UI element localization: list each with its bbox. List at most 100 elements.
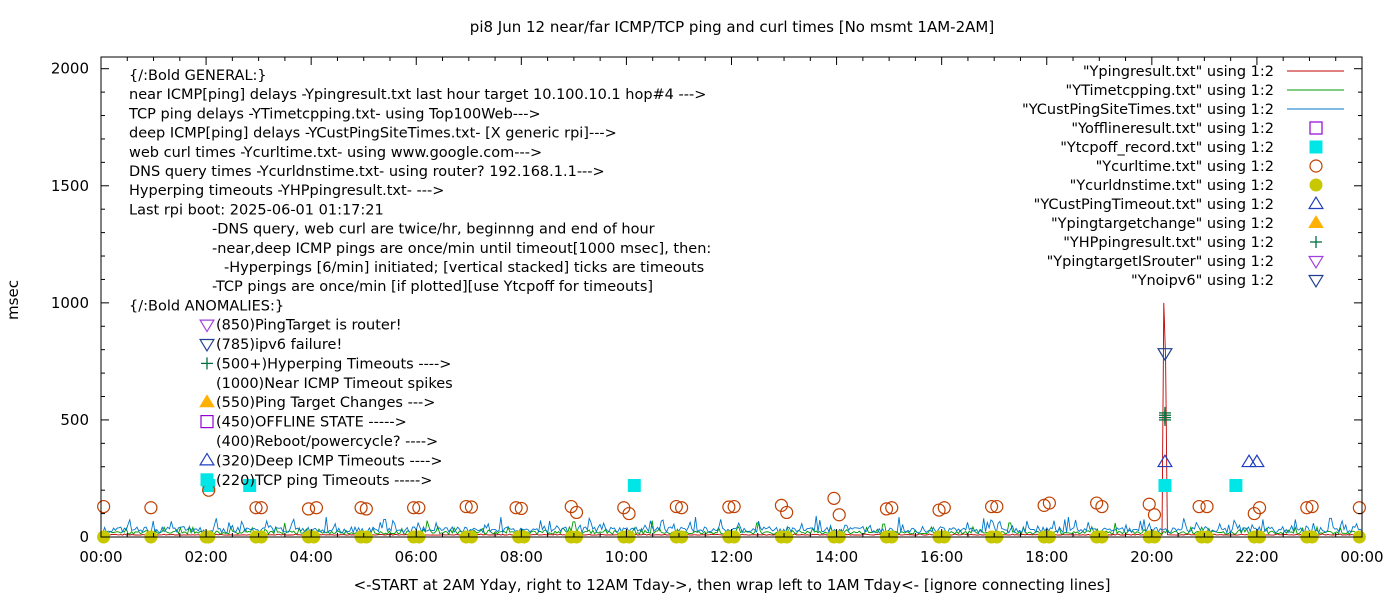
anomaly-marker bbox=[200, 473, 214, 487]
anomaly-entry: (500+)Hyperping Timeouts ----> bbox=[201, 356, 451, 372]
series-5-point-42 bbox=[1252, 501, 1267, 515]
x-tick-label: 14:00 bbox=[815, 548, 858, 566]
legend-marker bbox=[1308, 195, 1324, 210]
note-line: TCP ping delays -YTimetcpping.txt- using… bbox=[128, 106, 541, 122]
x-tick-label: 22:00 bbox=[1235, 548, 1278, 566]
legend-entry: "Ytcpoff_record.txt" using 1:2 bbox=[1060, 140, 1323, 156]
series-11 bbox=[1157, 348, 1173, 362]
series-5-point-0 bbox=[97, 499, 111, 514]
x-tick-label: 06:00 bbox=[395, 548, 438, 566]
note-line: -Hyperpings [6/min] initiated; [vertical… bbox=[224, 260, 704, 276]
legend-marker bbox=[1309, 159, 1323, 173]
y-tick-label: 0 bbox=[79, 528, 89, 546]
series-7-point-0 bbox=[1157, 454, 1173, 468]
series-4-point-3 bbox=[1158, 478, 1172, 492]
series-5-point-18 bbox=[622, 506, 636, 521]
y-tick-label: 2000 bbox=[51, 60, 89, 78]
x-tick-label: 00:00 bbox=[79, 548, 122, 566]
legend-entry: "YCustPingTimeout.txt" using 1:2 bbox=[1034, 195, 1324, 213]
notes-layer: {/:Bold GENERAL:} near ICMP[ping] delays … bbox=[128, 68, 711, 489]
series-5-point-14 bbox=[514, 501, 528, 516]
legend-entry: "YTimetcpping.txt" using 1:2 bbox=[1066, 83, 1344, 99]
note-line: {/:Bold ANOMALIES:} bbox=[129, 298, 284, 314]
anomaly-marker bbox=[199, 319, 215, 333]
anomaly-entry: (550)Ping Target Changes ---> bbox=[199, 394, 435, 411]
x-tick-label: 12:00 bbox=[710, 548, 753, 566]
series-5-point-45 bbox=[1352, 501, 1366, 515]
series-11-point-0 bbox=[1157, 348, 1173, 362]
series-4-point-2 bbox=[627, 478, 641, 492]
legend: "Ypingresult.txt" using 1:2 "YTimetcpping… bbox=[1022, 64, 1344, 289]
series-9-point-3 bbox=[1158, 406, 1171, 419]
note-line: deep ICMP[ping] delays -YCustPingSiteTim… bbox=[129, 126, 617, 142]
legend-label: "Ytcpoff_record.txt" using 1:2 bbox=[1060, 140, 1274, 156]
x-tick-label: 16:00 bbox=[920, 548, 963, 566]
series-5-point-31 bbox=[984, 499, 999, 514]
legend-entry: "Yofflineresult.txt" using 1:2 bbox=[1071, 121, 1323, 137]
x-tick-label: 20:00 bbox=[1130, 548, 1173, 566]
legend-label: "Ycurldnstime.txt" using 1:2 bbox=[1070, 178, 1274, 194]
series-5-point-32 bbox=[990, 499, 1004, 514]
legend-label: "Yofflineresult.txt" using 1:2 bbox=[1071, 121, 1274, 137]
anomaly-text: (400)Reboot/powercycle? ----> bbox=[216, 434, 438, 450]
legend-entry: "Ypingtargetchange" using 1:2 bbox=[1051, 215, 1324, 232]
anomaly-entry: (450)OFFLINE STATE -----> bbox=[200, 415, 407, 431]
series-5-point-5 bbox=[301, 502, 316, 516]
anomaly-entry: (320)Deep ICMP Timeouts ----> bbox=[199, 452, 443, 469]
series-5-point-28 bbox=[885, 501, 899, 515]
series-5-point-12 bbox=[464, 500, 479, 514]
anomaly-entry: (220)TCP ping Timeouts -----> bbox=[200, 473, 432, 489]
series-5-point-27 bbox=[879, 502, 894, 516]
anomaly-marker bbox=[200, 415, 214, 429]
legend-entry: "Ycurldnstime.txt" using 1:2 bbox=[1070, 178, 1323, 194]
series-5-point-37 bbox=[1142, 497, 1156, 511]
legend-label: "Ypingtargetchange" using 1:2 bbox=[1051, 216, 1274, 232]
axes-layer: 0 500 1000 1500 2000 00:00 02:00 04:00 06:00 08:0… bbox=[51, 56, 1384, 566]
series-5-point-6 bbox=[309, 501, 324, 515]
x-axis-label: <-START at 2AM Yday, right to 12AM Tday-… bbox=[354, 576, 1111, 594]
note-line: web curl times -Ycurltime.txt- using www… bbox=[129, 145, 542, 161]
legend-marker bbox=[1310, 236, 1322, 248]
anomaly-text: (450)OFFLINE STATE -----> bbox=[216, 415, 407, 431]
y-tick-label: 1500 bbox=[51, 177, 89, 195]
series-5-point-43 bbox=[1300, 501, 1314, 515]
series-5-point-40 bbox=[1200, 499, 1214, 514]
legend-entry: "Ypingresult.txt" using 1:2 bbox=[1083, 64, 1344, 80]
note-line: DNS query times -Ycurldnstime.txt- using… bbox=[129, 164, 605, 180]
legend-marker bbox=[1308, 215, 1324, 228]
anomaly-text: (550)Ping Target Changes ---> bbox=[216, 395, 435, 411]
legend-marker bbox=[1309, 178, 1323, 192]
series-4-point-1 bbox=[243, 478, 257, 492]
y-axis-label: msec bbox=[4, 280, 22, 320]
legend-marker bbox=[1308, 274, 1324, 289]
note-line: -near,deep ICMP pings are once/min until… bbox=[212, 241, 711, 257]
legend-label: "YCustPingSiteTimes.txt" using 1:2 bbox=[1022, 102, 1274, 118]
series-5-point-26 bbox=[832, 508, 846, 522]
note-line: -DNS query, web curl are twice/hr, begin… bbox=[212, 222, 655, 238]
x-tick-label: 00:00 bbox=[1340, 548, 1383, 566]
series-5-point-8 bbox=[359, 502, 373, 516]
series-5-point-30 bbox=[937, 501, 951, 515]
x-tick-label: 08:00 bbox=[500, 548, 543, 566]
series-5-point-7 bbox=[354, 501, 368, 515]
anomaly-marker bbox=[199, 338, 215, 353]
series-5-point-16 bbox=[569, 505, 584, 520]
series-5-point-20 bbox=[674, 501, 689, 515]
series-5-point-44 bbox=[1305, 499, 1319, 514]
series-5-point-36 bbox=[1095, 499, 1109, 514]
series-5-point-3 bbox=[249, 501, 263, 515]
legend-label: "YCustPingTimeout.txt" using 1:2 bbox=[1034, 197, 1274, 213]
note-line: {/:Bold GENERAL:} bbox=[129, 68, 267, 84]
legend-marker bbox=[1308, 255, 1324, 270]
legend-entry: "Ynoipv6" using 1:2 bbox=[1131, 273, 1324, 289]
series-5-point-13 bbox=[509, 501, 523, 515]
anomaly-text: (785)ipv6 failure! bbox=[216, 337, 342, 353]
note-line: -TCP pings are once/min [if plotted][use… bbox=[212, 279, 653, 295]
anomaly-marker bbox=[199, 394, 215, 408]
series-7 bbox=[1157, 454, 1265, 468]
legend-label: "YTimetcpping.txt" using 1:2 bbox=[1066, 83, 1274, 99]
series-7-point-2 bbox=[1248, 454, 1265, 468]
series-5-point-11 bbox=[459, 499, 473, 514]
anomaly-text: (1000)Near ICMP Timeout spikes bbox=[216, 376, 453, 392]
